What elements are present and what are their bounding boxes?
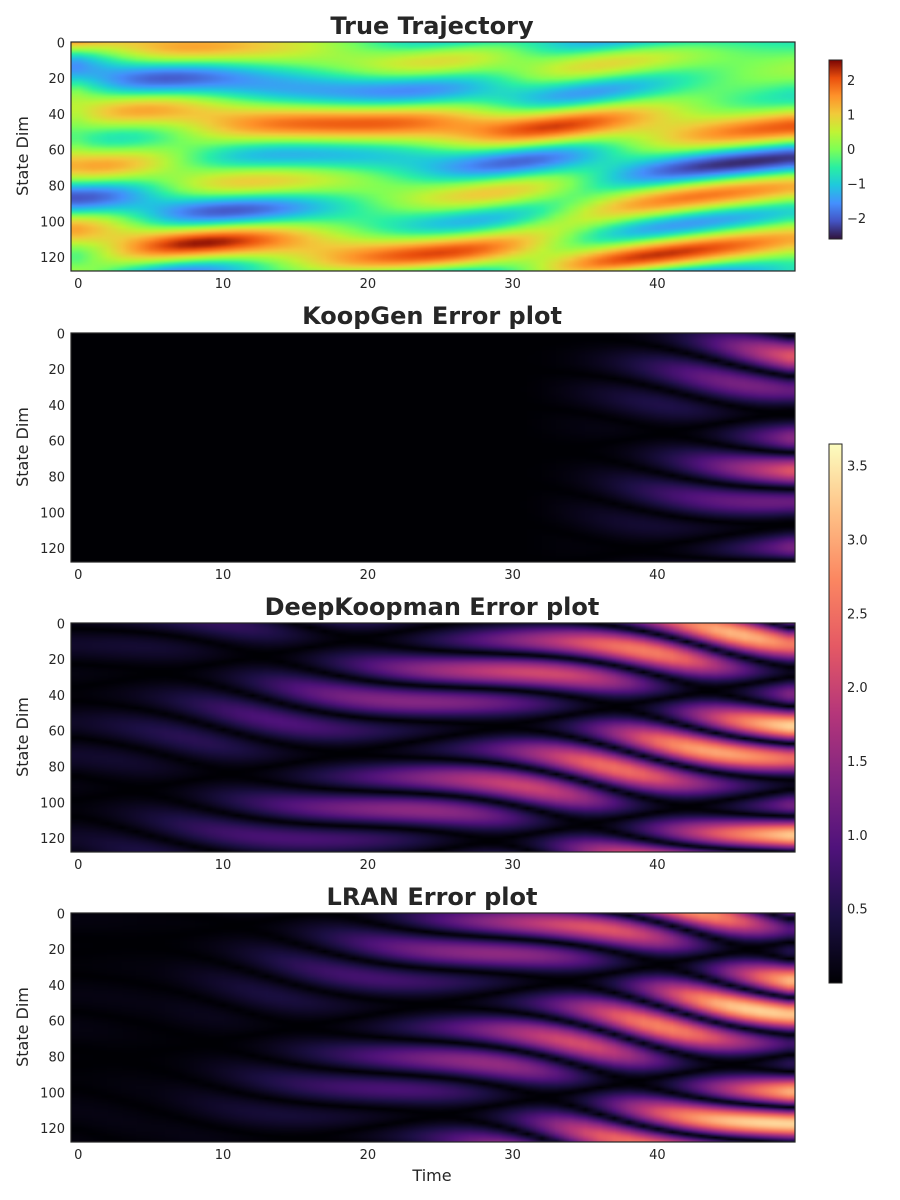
axes-frame bbox=[70, 332, 796, 563]
y-tick-label: 120 bbox=[40, 542, 65, 557]
axis-ticks: 0 10 20 30 40 0 20 40 60 80 100 120 bbox=[40, 327, 666, 583]
x-tick-label: 10 bbox=[215, 1148, 232, 1163]
y-tick-label: 120 bbox=[40, 832, 65, 847]
colorbar-trajectory: 2 1 0 −1 −2 bbox=[828, 59, 866, 240]
x-tick-label: 20 bbox=[360, 277, 377, 292]
y-tick-label: 20 bbox=[48, 653, 65, 668]
y-tick-label: 80 bbox=[48, 761, 65, 776]
y-tick-label: 40 bbox=[48, 108, 65, 123]
heatmap-image bbox=[71, 42, 795, 271]
colorbar-tick-label: 2.0 bbox=[847, 681, 868, 696]
y-tick-label: 60 bbox=[48, 725, 65, 740]
colorbar-tick-label: −1 bbox=[847, 177, 866, 192]
x-tick-label: 0 bbox=[74, 277, 82, 292]
colorbar-tick-label: 3.0 bbox=[847, 533, 868, 548]
y-tick-label: 40 bbox=[48, 399, 65, 414]
panel-koopgen-error: KoopGen Error plot 0 10 20 30 40 0 20 40 60 80 100… bbox=[13, 302, 796, 583]
x-tick-label: 30 bbox=[504, 1148, 521, 1163]
y-tick-label: 20 bbox=[48, 72, 65, 87]
heatmap-image bbox=[71, 333, 795, 562]
axis-ticks: 0 10 20 30 40 0 20 40 60 80 100 120 bbox=[40, 907, 666, 1163]
x-tick-label: 40 bbox=[649, 277, 666, 292]
y-axis-label: State Dim bbox=[13, 116, 32, 196]
colorbar-gradient bbox=[828, 443, 843, 984]
x-tick-label: 10 bbox=[215, 277, 232, 292]
x-tick-label: 30 bbox=[504, 568, 521, 583]
colorbar-tick-label: −2 bbox=[847, 212, 866, 227]
axes-frame bbox=[70, 41, 796, 272]
x-tick-label: 30 bbox=[504, 858, 521, 873]
y-tick-label: 120 bbox=[40, 251, 65, 266]
y-tick-label: 20 bbox=[48, 943, 65, 958]
x-tick-label: 10 bbox=[215, 858, 232, 873]
colorbar-tick-label: 1 bbox=[847, 109, 855, 124]
x-tick-label: 40 bbox=[649, 568, 666, 583]
x-tick-label: 0 bbox=[74, 1148, 82, 1163]
x-tick-label: 0 bbox=[74, 568, 82, 583]
colorbar-tick-label: 0 bbox=[847, 143, 855, 158]
axes-frame bbox=[70, 912, 796, 1143]
y-tick-label: 40 bbox=[48, 979, 65, 994]
axis-ticks: 0 10 20 30 40 0 20 40 60 80 100 120 bbox=[40, 617, 666, 873]
x-tick-label: 10 bbox=[215, 568, 232, 583]
panel-title: LRAN Error plot bbox=[327, 883, 538, 911]
y-tick-label: 100 bbox=[40, 506, 65, 521]
y-tick-label: 100 bbox=[40, 796, 65, 811]
x-tick-label: 40 bbox=[649, 1148, 666, 1163]
colorbar-error: 3.5 3.0 2.5 2.0 1.5 1.0 0.5 bbox=[828, 443, 868, 984]
y-tick-label: 40 bbox=[48, 689, 65, 704]
colorbar-ticks: 2 1 0 −1 −2 bbox=[847, 74, 866, 227]
panel-lran-error: LRAN Error plot 0 10 20 30 40 0 20 40 60 80 100 120… bbox=[13, 883, 796, 1185]
y-tick-label: 120 bbox=[40, 1122, 65, 1137]
y-tick-label: 80 bbox=[48, 471, 65, 486]
y-tick-label: 100 bbox=[40, 215, 65, 230]
axes-frame bbox=[70, 622, 796, 853]
y-tick-label: 60 bbox=[48, 144, 65, 159]
x-tick-label: 30 bbox=[504, 277, 521, 292]
panel-true-trajectory: True Trajectory 0 10 20 30 40 0 20 40 60 80 100 120… bbox=[13, 12, 796, 292]
y-tick-label: 60 bbox=[48, 435, 65, 450]
colorbar-tick-label: 2 bbox=[847, 74, 855, 89]
x-tick-label: 40 bbox=[649, 858, 666, 873]
colorbar-tick-label: 1.5 bbox=[847, 755, 868, 770]
y-tick-label: 0 bbox=[57, 907, 65, 922]
y-tick-label: 100 bbox=[40, 1086, 65, 1101]
y-tick-label: 20 bbox=[48, 363, 65, 378]
y-tick-label: 0 bbox=[57, 327, 65, 342]
panel-title: True Trajectory bbox=[330, 12, 534, 40]
y-axis-label: State Dim bbox=[13, 987, 32, 1067]
colorbar-gradient bbox=[828, 59, 843, 240]
heatmap-image bbox=[71, 913, 795, 1142]
x-tick-label: 20 bbox=[360, 858, 377, 873]
colorbar-tick-label: 0.5 bbox=[847, 903, 868, 918]
y-tick-label: 0 bbox=[57, 36, 65, 51]
colorbar-ticks: 3.5 3.0 2.5 2.0 1.5 1.0 0.5 bbox=[847, 460, 868, 918]
colorbar-tick-label: 1.0 bbox=[847, 829, 868, 844]
colorbar-tick-label: 2.5 bbox=[847, 607, 868, 622]
axis-ticks: 0 10 20 30 40 0 20 40 60 80 100 120 bbox=[40, 36, 666, 292]
y-axis-label: State Dim bbox=[13, 407, 32, 487]
heatmap-image bbox=[71, 623, 795, 852]
y-tick-label: 80 bbox=[48, 1051, 65, 1066]
y-tick-label: 0 bbox=[57, 617, 65, 632]
x-tick-label: 0 bbox=[74, 858, 82, 873]
y-tick-label: 60 bbox=[48, 1015, 65, 1030]
panel-title: DeepKoopman Error plot bbox=[265, 593, 600, 621]
x-tick-label: 20 bbox=[360, 568, 377, 583]
colorbar-tick-label: 3.5 bbox=[847, 460, 868, 475]
x-axis-label: Time bbox=[411, 1166, 451, 1185]
y-axis-label: State Dim bbox=[13, 697, 32, 777]
y-tick-label: 80 bbox=[48, 180, 65, 195]
x-tick-label: 20 bbox=[360, 1148, 377, 1163]
panel-deepkoopman-error: DeepKoopman Error plot 0 10 20 30 40 0 20 40 60 8… bbox=[13, 593, 796, 873]
panel-title: KoopGen Error plot bbox=[302, 302, 562, 330]
